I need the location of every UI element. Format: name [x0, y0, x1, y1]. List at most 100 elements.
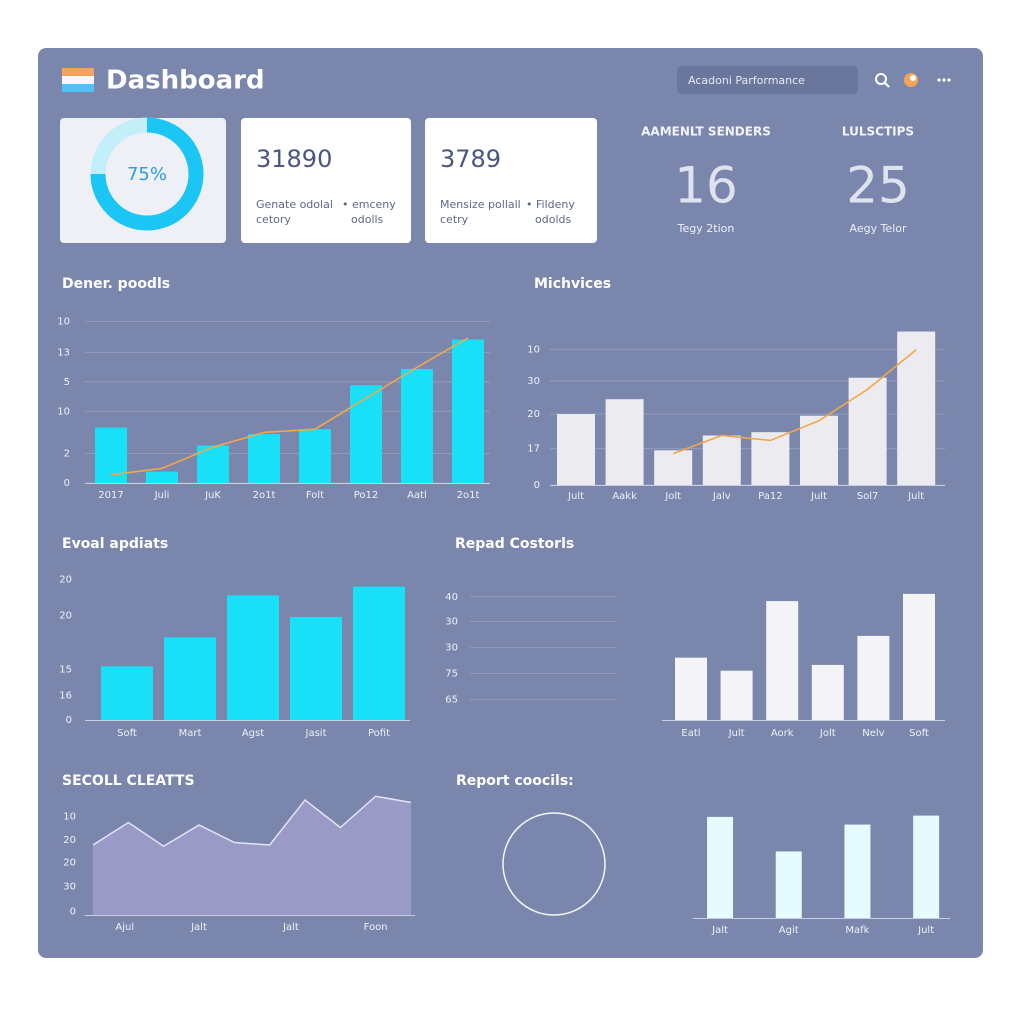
panel-title: Evoal apdiats	[62, 536, 168, 552]
y-tick-label: 30	[445, 643, 458, 654]
x-tick-label: Po12	[354, 490, 379, 501]
bar	[557, 414, 595, 485]
x-tick-label: Eatl	[681, 728, 700, 739]
logo	[62, 68, 94, 92]
bar	[675, 657, 707, 720]
x-tick-label: Jult	[810, 491, 827, 502]
x-tick-label: Jalt	[190, 922, 207, 933]
y-tick-label: 5	[64, 377, 70, 388]
bar	[248, 434, 280, 483]
x-tick-label: Jolt	[664, 491, 681, 502]
x-tick-label: Mafk	[845, 925, 869, 936]
bar	[811, 664, 844, 720]
panel-title: Report coocils:	[456, 773, 574, 789]
x-tick-label: Jult	[728, 728, 745, 739]
x-tick-label: Foon	[364, 922, 388, 933]
y-tick-label: 65	[445, 695, 458, 706]
y-tick-label: 30	[527, 376, 540, 387]
bar	[848, 377, 887, 485]
y-tick-label: 17	[527, 444, 540, 455]
kpi-caption: • Fildeny	[526, 198, 575, 211]
x-tick-label: Jalt	[711, 925, 728, 936]
stat-title: LULSCTIPS	[842, 125, 914, 139]
bar	[227, 595, 279, 720]
y-tick-label: 0	[66, 715, 72, 726]
area	[93, 796, 411, 915]
bar	[164, 637, 216, 720]
y-tick-label: 0	[64, 478, 70, 489]
x-tick-label: Soft	[117, 728, 137, 739]
x-tick-label: Juli	[154, 490, 170, 501]
kpi-caption: Mensize pollall	[440, 198, 521, 211]
panel-title: Repad Costorls	[455, 536, 574, 552]
trend-line	[672, 349, 917, 455]
bar	[350, 385, 382, 483]
bar	[857, 635, 890, 720]
bar	[146, 471, 178, 483]
y-tick-label: 10	[527, 345, 540, 356]
stat-title: AAMENLT SENDERS	[641, 125, 771, 139]
x-tick-label: 2017	[98, 490, 123, 501]
kpi-card	[425, 118, 597, 243]
bar	[766, 601, 799, 720]
kpi-caption: Genate odolal	[256, 198, 333, 211]
x-tick-label: Agit	[779, 925, 799, 936]
x-tick-label: Jalt	[282, 922, 299, 933]
y-tick-label: 15	[59, 664, 72, 675]
y-tick-label: 20	[63, 835, 76, 846]
avatar-icon[interactable]	[904, 73, 918, 87]
y-tick-label: 0	[70, 906, 76, 917]
y-tick-label: 30	[63, 881, 76, 892]
kpi-caption: odolls	[351, 213, 384, 226]
y-tick-label: 20	[59, 574, 72, 585]
x-tick-label: Pofit	[368, 728, 390, 739]
x-tick-label: Sol7	[857, 491, 879, 502]
bar	[775, 851, 802, 918]
y-tick-label: 20	[59, 611, 72, 622]
bar	[903, 593, 935, 720]
x-tick-label: Agst	[242, 728, 264, 739]
more-icon[interactable]	[937, 78, 951, 82]
y-tick-label: 10	[63, 811, 76, 822]
bar	[844, 824, 871, 918]
search-text: Acadoni Parformance	[688, 74, 805, 87]
x-tick-label: 2o1t	[457, 490, 480, 501]
y-tick-label: 2	[64, 449, 70, 460]
stat-caption: Tegy 2tion	[677, 222, 735, 235]
x-tick-label: Nelv	[862, 728, 884, 739]
y-tick-label: 16	[59, 690, 72, 701]
bar	[707, 816, 734, 918]
x-tick-label: Jult	[567, 491, 584, 502]
bar	[452, 339, 484, 483]
area-outline	[92, 795, 412, 848]
panel-title: Michvices	[534, 276, 611, 292]
x-tick-label: Jult	[907, 491, 924, 502]
donut-label: 75%	[127, 164, 167, 185]
bar	[702, 435, 741, 485]
search-box[interactable]	[677, 66, 858, 94]
y-tick-label: 0	[534, 480, 540, 491]
search-icon[interactable]	[875, 73, 890, 88]
x-tick-label: Mart	[179, 728, 202, 739]
kpi-caption: • emceny	[342, 198, 396, 211]
panel-title: SECOLL CLEATTS	[62, 773, 195, 789]
y-tick-label: 10	[57, 406, 70, 417]
x-tick-label: Pa12	[758, 491, 782, 502]
x-tick-label: Aork	[771, 728, 794, 739]
x-tick-label: Jolt	[819, 728, 836, 739]
x-tick-label: Jult	[917, 925, 934, 936]
x-tick-label: Soft	[909, 728, 929, 739]
bar	[605, 399, 644, 485]
kpi-value: 31890	[256, 145, 332, 173]
kpi-value: 3789	[440, 145, 501, 173]
y-tick-label: 40	[445, 592, 458, 603]
stat-value: 25	[846, 157, 910, 215]
bar	[800, 415, 838, 485]
dashboard-panel	[38, 48, 983, 958]
bar	[401, 368, 433, 483]
y-tick-label: 30	[445, 616, 458, 627]
trend-line	[110, 337, 469, 476]
bar	[720, 670, 753, 720]
ring-shape	[502, 812, 606, 916]
